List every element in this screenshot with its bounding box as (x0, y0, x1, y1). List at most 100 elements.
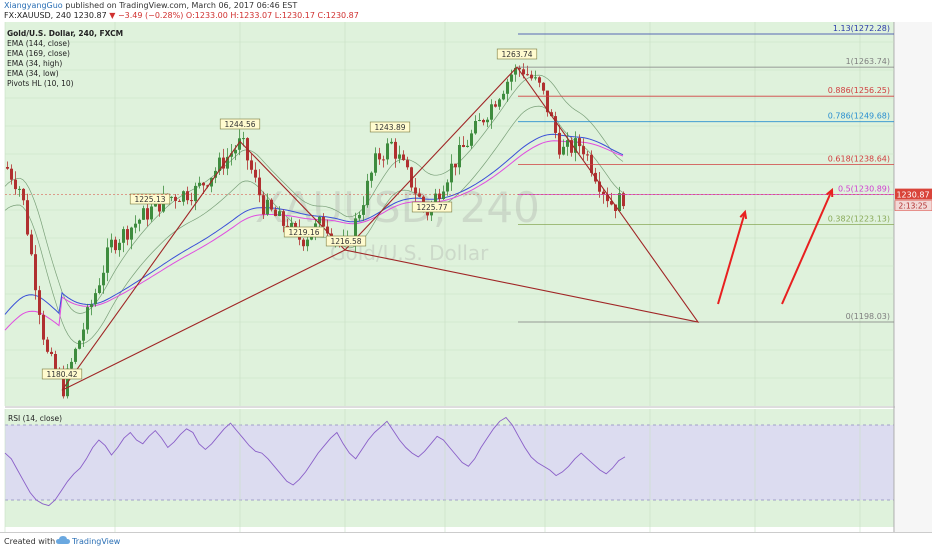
symbol-text: FX:XAUUSD, 240 (4, 11, 72, 20)
candle-body (146, 208, 149, 220)
last-price-tag (895, 188, 932, 200)
candle-body (562, 146, 565, 155)
pivot-label: 1180.42 (46, 370, 77, 379)
candle-body (458, 145, 461, 168)
candle-body (30, 234, 33, 255)
candle-body (130, 227, 133, 240)
candle-body (50, 351, 53, 354)
pivot-label: 1225.77 (416, 203, 447, 212)
ema34-high-line (4, 74, 624, 314)
candle-body (34, 254, 37, 291)
candle-body (434, 193, 437, 203)
candle-body (494, 104, 497, 107)
candle-body (306, 239, 309, 247)
candle-body (394, 141, 397, 159)
candle-body (526, 74, 529, 76)
candle-body (82, 329, 85, 341)
fib-level-label: 0.886(1256.25) (828, 86, 890, 95)
legend-item[interactable]: EMA (34, high) (7, 59, 63, 68)
candle-body (410, 167, 413, 188)
fib-level-label: 0.786(1249.68) (828, 112, 890, 121)
legend-item[interactable]: Pivots HL (10, 10) (7, 79, 74, 88)
candle-body (226, 156, 229, 169)
candle-body (414, 187, 417, 194)
pivot-label-box (283, 226, 325, 238)
candle-body (550, 112, 553, 117)
projection-arrow-2 (781, 189, 833, 305)
candle-body (602, 191, 605, 195)
candle-body (266, 199, 269, 215)
pattern-triangle-xab (61, 140, 346, 391)
candle-body (622, 193, 625, 207)
pivot-label-box (369, 121, 411, 133)
pivot-label-box (219, 118, 261, 130)
pivot-label: 1244.56 (224, 120, 255, 129)
candle-body (442, 191, 445, 199)
legend-item[interactable]: EMA (144, close) (7, 39, 70, 48)
candle-body (110, 239, 113, 248)
ema144-line (4, 133, 624, 315)
change-text: −3.49 (−0.28%) (117, 11, 184, 20)
legend-item[interactable]: EMA (169, close) (7, 49, 70, 58)
candle-body (70, 361, 73, 369)
publish-line: XiangyangGuo published on TradingView.co… (4, 1, 297, 11)
tradingview-cloud-icon (56, 536, 70, 544)
candle-body (54, 354, 57, 371)
candle-body (590, 154, 593, 173)
candle-body (518, 67, 521, 70)
candle-body (302, 239, 305, 247)
candle-body (318, 216, 321, 224)
candle-body (374, 153, 377, 173)
pivot-label-box (496, 48, 538, 60)
candle-body (510, 74, 513, 82)
candle-body (322, 216, 325, 227)
candle-body (158, 200, 161, 212)
published-text: published on TradingView.com, March 06, … (65, 1, 298, 10)
candle-body (382, 159, 385, 161)
candle-body (186, 191, 189, 201)
candle-body (614, 204, 617, 211)
candle-body (386, 143, 389, 160)
tradingview-logo-text[interactable]: TradingView (72, 537, 121, 546)
legend-title: Gold/U.S. Dollar, 240, FXCM (7, 29, 124, 38)
candle-body (6, 167, 9, 169)
candle-body (218, 157, 221, 171)
candle-body (62, 374, 65, 397)
watermark-symbol: XAUUSD, 240 (255, 183, 540, 232)
fib-level-label: 0.382(1223.13) (828, 215, 890, 224)
candle-body (470, 133, 473, 146)
candle-body (250, 160, 253, 170)
candle-body (542, 82, 545, 91)
candle-body (566, 140, 569, 147)
candle-body (366, 180, 369, 206)
countdown-tag-text: 2:13:25 (899, 202, 928, 211)
legend-item[interactable]: EMA (34, low) (7, 69, 59, 78)
candle-body (502, 93, 505, 100)
candle-body (482, 120, 485, 123)
candle-body (570, 140, 573, 153)
candle-body (102, 272, 105, 286)
candle-body (94, 293, 97, 305)
candle-body (106, 247, 109, 273)
candle-body (206, 185, 209, 187)
chart-area[interactable]: XAUUSD, 240 Gold/U.S. Dollar 1.13(1272.28)… (0, 22, 932, 540)
candle-body (522, 69, 525, 75)
projection-arrow-2-head (826, 187, 834, 198)
candle-body (202, 182, 205, 186)
candle-body (498, 99, 501, 107)
candle-body (86, 307, 89, 330)
candle-body (578, 138, 581, 147)
candle-body (398, 154, 401, 159)
author-link[interactable]: XiangyangGuo (4, 1, 63, 10)
pivot-label: 1219.16 (288, 228, 319, 237)
candle-body (466, 145, 469, 147)
candle-body (270, 199, 273, 210)
candle-body (22, 188, 25, 201)
fib-level-label: 1(1263.74) (846, 57, 890, 66)
candle-body (118, 242, 121, 251)
candle-body (554, 116, 557, 133)
candle-body (234, 149, 237, 154)
candle-body (10, 168, 13, 180)
candle-body (586, 154, 589, 156)
